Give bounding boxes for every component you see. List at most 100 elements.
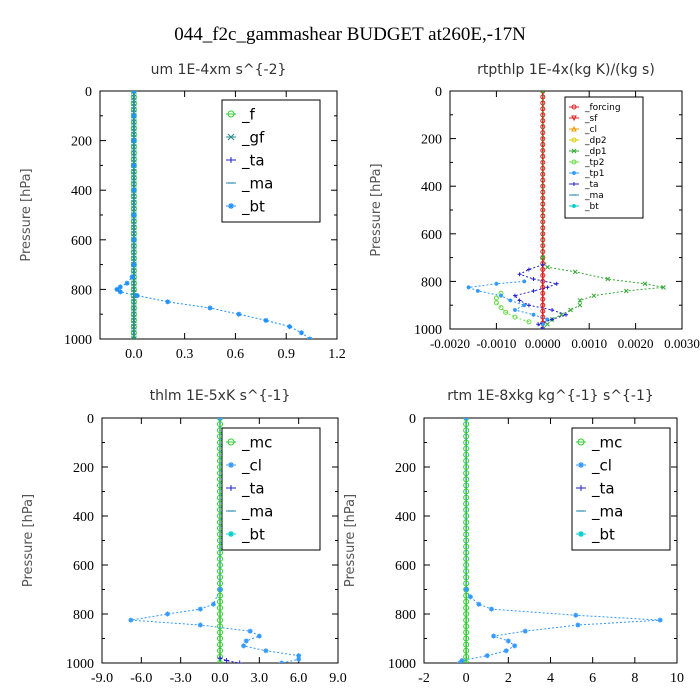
x-tick-label: -6.0 <box>130 671 152 686</box>
data-point <box>131 305 137 311</box>
legend-marker <box>228 462 234 468</box>
data-point <box>493 295 499 301</box>
legend-marker <box>571 125 577 132</box>
legend-label: _bt <box>241 197 265 216</box>
data-point <box>540 201 546 207</box>
legend: _f _gf _ta _ma _bt <box>221 99 321 223</box>
y-tick-label: 0 <box>85 85 92 100</box>
data-point <box>131 311 137 318</box>
data-point <box>307 336 313 339</box>
data-point <box>540 130 546 136</box>
legend-label: _ta <box>241 151 265 170</box>
series-line-cl <box>130 418 300 663</box>
data-point <box>263 317 269 323</box>
data-point <box>550 317 555 322</box>
legend-marker <box>577 438 585 446</box>
legend-marker <box>571 148 577 154</box>
x-tick-label: 10 <box>670 671 684 686</box>
legend-marker <box>228 485 234 491</box>
data-point <box>545 264 550 270</box>
x-tick-label: 0.3 <box>176 347 194 362</box>
data-point <box>540 284 546 290</box>
legend-marker <box>227 438 235 446</box>
data-point <box>531 277 536 282</box>
chart-panel-0: um 1E-4xm s^{-2} Pressure [hPa] 0 200 400 600… <box>19 62 346 362</box>
data-point <box>131 212 137 218</box>
data-point <box>279 660 285 663</box>
data-point <box>217 611 223 617</box>
data-point <box>210 601 216 607</box>
data-point <box>207 305 213 311</box>
x-tick-label: 0.0010 <box>571 336 607 351</box>
data-point <box>540 255 546 260</box>
data-point <box>217 592 223 599</box>
y-tick-label: 400 <box>395 510 416 525</box>
data-point <box>545 317 550 322</box>
data-point <box>493 300 499 306</box>
panel-title: rtm 1E-8xkg kg^{-1} s^{-1} <box>447 388 654 404</box>
data-point <box>217 623 223 630</box>
data-point <box>165 611 171 617</box>
legend: _forcing_sf_cl_dp2_dp1_tp2_tp1_ta_ma_bt <box>564 96 644 219</box>
data-point <box>536 322 541 327</box>
chart-panel-2: thlm 1E-5xK s^{-1} Pressure [hPa] 0 200 400 6… <box>21 388 347 686</box>
data-point <box>512 307 517 312</box>
legend-label: _cl <box>591 456 612 475</box>
data-point <box>217 555 223 562</box>
data-point <box>463 543 470 550</box>
chart-panel-1: rtpthlp 1E-4x(kg K)/(kg s) Pressure [hPa]… <box>369 62 700 351</box>
data-point <box>503 309 509 315</box>
data-point <box>540 296 546 302</box>
data-point <box>217 647 223 654</box>
y-tick-label: 800 <box>71 283 92 298</box>
data-point <box>217 641 223 648</box>
y-tick-label: 0 <box>87 412 94 427</box>
series-group <box>114 91 313 339</box>
data-point <box>605 276 611 282</box>
y-tick-label: 0 <box>435 85 442 100</box>
legend-marker <box>571 104 577 110</box>
legend-marker <box>572 171 576 175</box>
legend-marker <box>227 133 235 141</box>
data-point <box>512 643 518 649</box>
figure-title: 044_f2c_gammashear BUDGET at260E,-17N <box>174 24 526 45</box>
legend-label: _f <box>241 105 256 124</box>
legend-marker <box>227 110 235 118</box>
x-tick-label: 0.9 <box>277 347 295 362</box>
x-tick-label: 4 <box>547 671 554 686</box>
y-tick-label: 600 <box>73 559 94 574</box>
data-point <box>522 279 527 284</box>
data-point <box>540 290 546 296</box>
legend-label: _ta <box>241 479 265 498</box>
data-point <box>457 660 463 663</box>
data-point <box>247 628 253 634</box>
legend-label: _ma <box>241 502 273 521</box>
series-group <box>457 418 663 663</box>
x-tick-label: 1.2 <box>328 347 346 362</box>
data-point <box>540 308 546 314</box>
x-tick-label: 0.0 <box>125 347 143 362</box>
y-tick-label: 600 <box>71 234 92 249</box>
data-point <box>217 418 223 421</box>
panel-title: um 1E-4xm s^{-2} <box>151 62 287 78</box>
x-tick-label: 0.0 <box>211 671 229 686</box>
data-point <box>131 138 137 144</box>
data-point <box>517 298 522 303</box>
legend-box <box>221 99 321 223</box>
data-point <box>575 622 581 628</box>
data-point <box>131 119 137 125</box>
chart-panel-3: rtm 1E-8xkg kg^{-1} s^{-1} Pressure [hPa]… <box>343 388 684 686</box>
data-point <box>499 293 504 298</box>
y-axis-label: Pressure [hPa] <box>19 168 34 261</box>
data-point <box>463 476 470 483</box>
data-point <box>463 647 470 654</box>
data-point <box>217 587 223 592</box>
data-point <box>568 307 573 313</box>
legend-label: _bt <box>584 202 599 212</box>
data-point <box>131 94 137 101</box>
data-point <box>463 568 470 575</box>
legend-label: _cl <box>584 125 597 135</box>
data-point <box>287 324 293 330</box>
data-point <box>591 293 597 299</box>
